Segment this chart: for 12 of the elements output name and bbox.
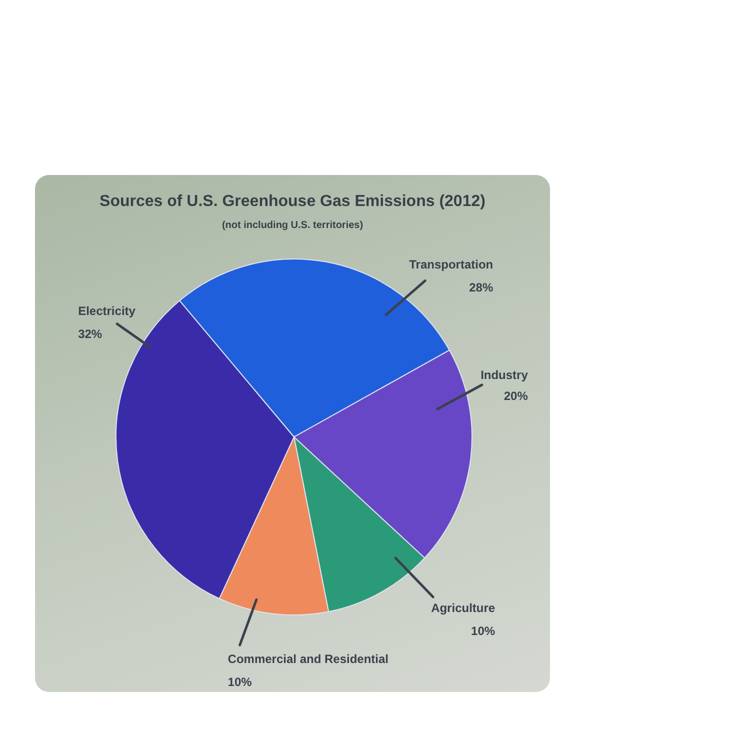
slice-label: Electricity <box>78 304 136 318</box>
data-label: 28% <box>469 280 494 295</box>
data-label: 20% <box>504 388 528 403</box>
chart-subtitle: (not including U.S. territories) <box>220 219 364 233</box>
slice-label: Industry <box>480 368 528 382</box>
chart-title: Sources of U.S. Greenhouse Gas Emissions (2012) <box>98 192 486 212</box>
data-label: 32% <box>78 326 102 341</box>
slice-label: Agriculture <box>431 601 496 615</box>
data-label: 10% <box>228 675 252 690</box>
slice-label: Commercial and Residential <box>228 652 389 666</box>
slice-label: Transportation <box>409 258 494 272</box>
data-label: 10% <box>471 624 496 638</box>
